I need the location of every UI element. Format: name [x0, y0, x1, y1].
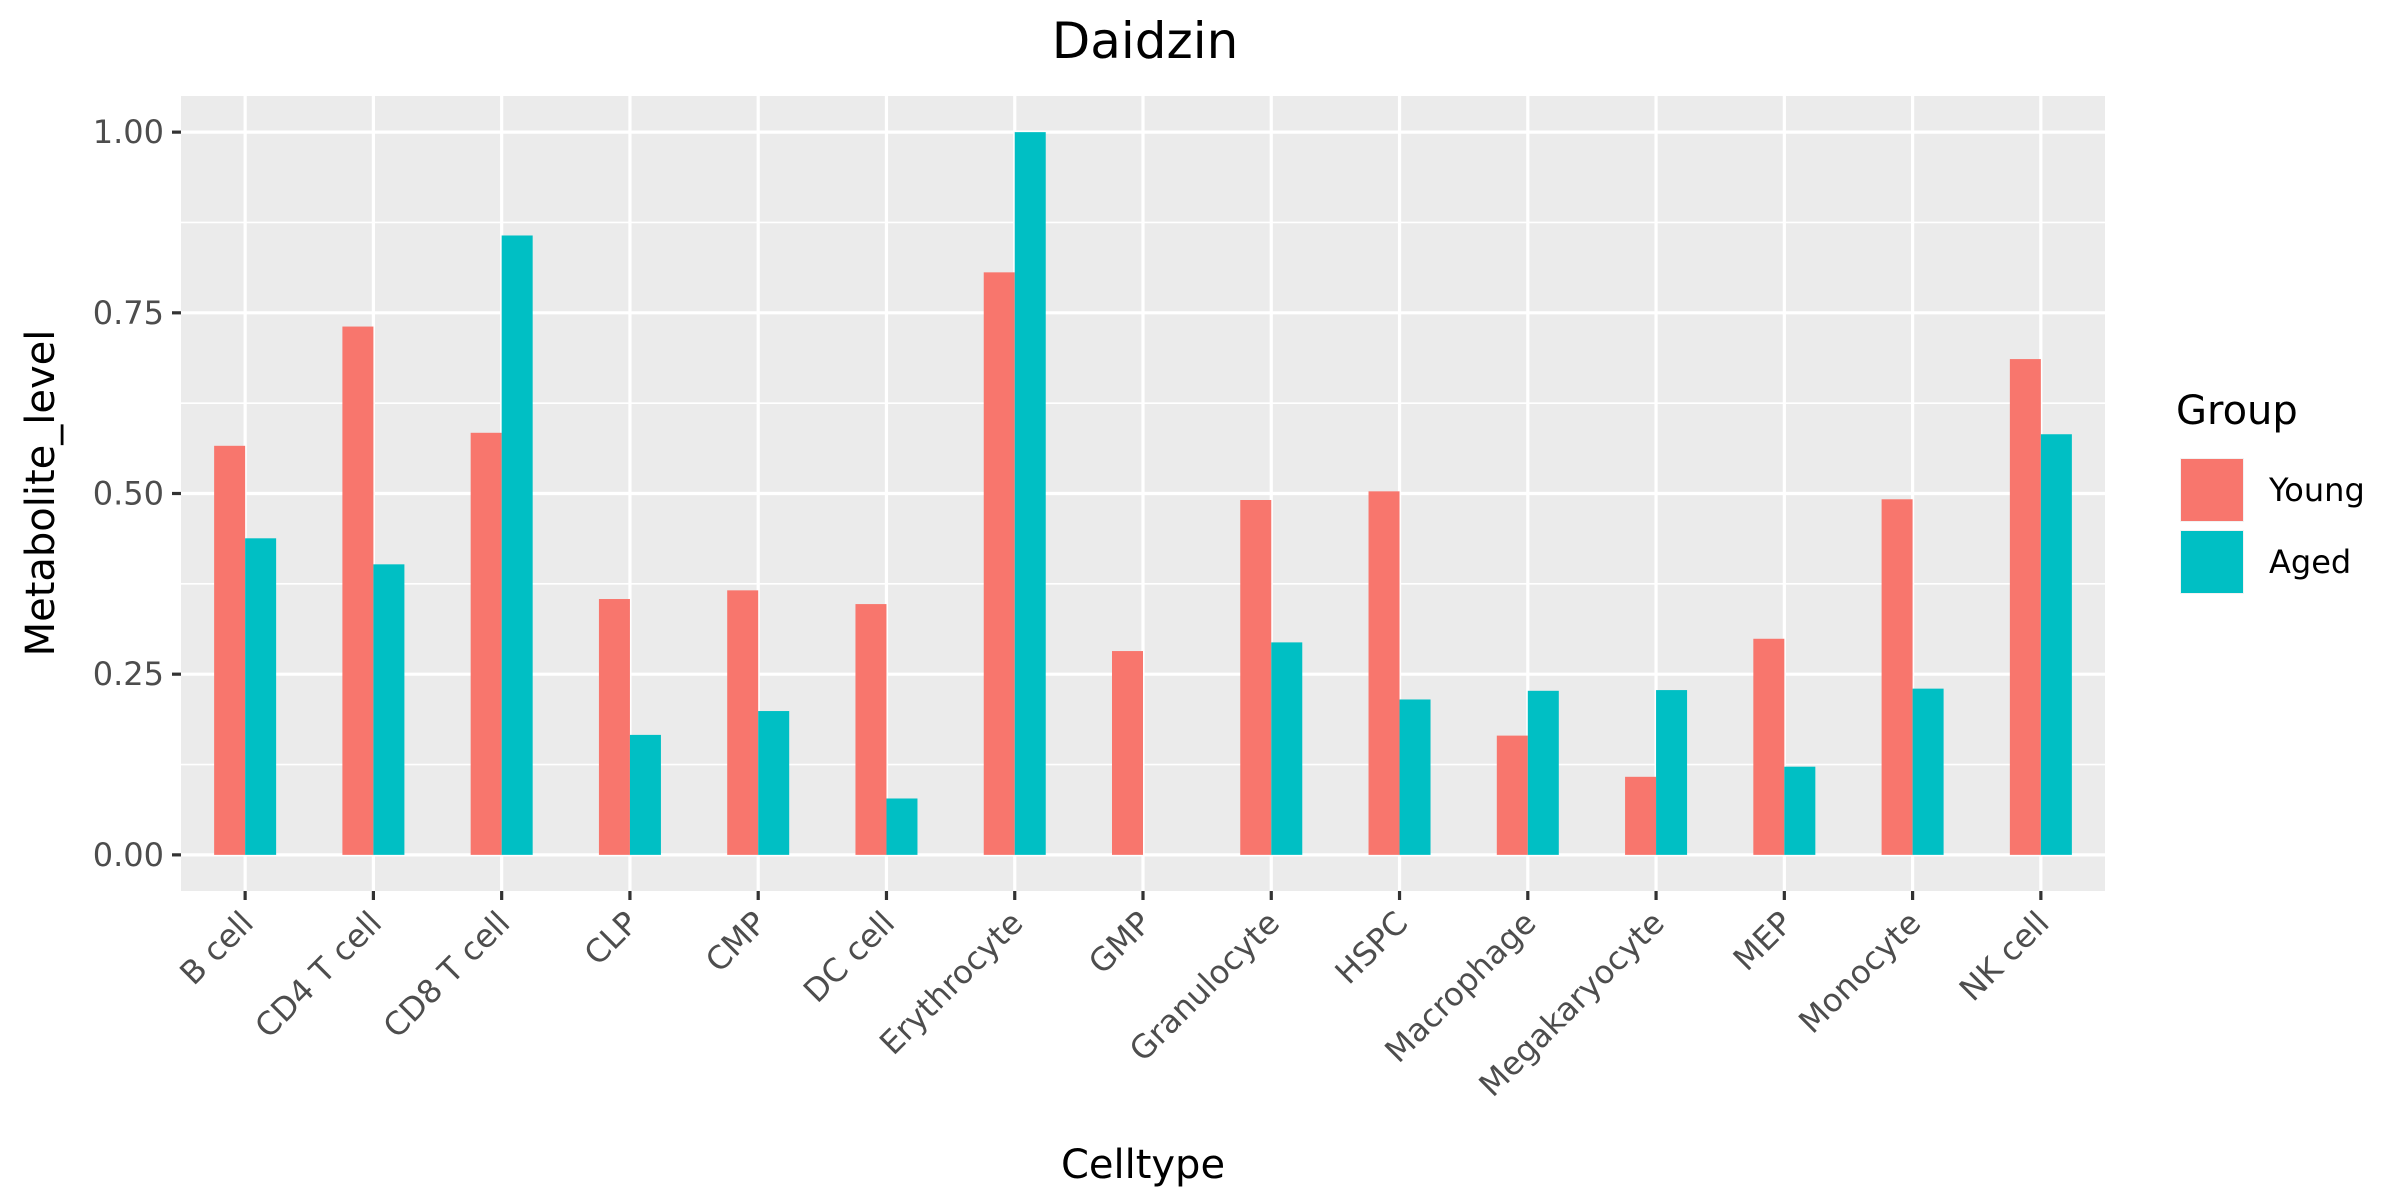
- legend-label: Aged: [2269, 543, 2351, 581]
- bar-aged: [1014, 132, 1046, 855]
- bar-young: [1881, 499, 1913, 855]
- x-tick-label: B cell: [172, 904, 261, 993]
- bar-aged: [1271, 642, 1303, 855]
- x-axis-title: Celltype: [1061, 1142, 1225, 1188]
- bar-aged: [1656, 690, 1688, 855]
- legend-key: [2181, 531, 2243, 593]
- bar-aged: [886, 798, 918, 855]
- y-tick-label: 0.25: [93, 655, 164, 693]
- legend: Group Young Aged: [2176, 388, 2365, 594]
- legend-key: [2181, 459, 2243, 521]
- bar-young: [1368, 491, 1400, 855]
- y-tick-label: 1.00: [93, 113, 164, 151]
- x-tick-label: CLP: [577, 904, 646, 973]
- bar-aged: [373, 564, 405, 855]
- bar-aged: [1527, 690, 1559, 855]
- bar-young: [1625, 776, 1657, 855]
- x-tick-label: HSPC: [1327, 904, 1415, 992]
- bar-aged: [501, 235, 533, 855]
- bar-aged: [629, 734, 661, 855]
- bar-young: [1112, 651, 1143, 855]
- bar-young: [598, 599, 630, 855]
- bar-aged: [2040, 434, 2072, 855]
- x-tick-label: CD8 T cell: [376, 904, 518, 1046]
- bar-young: [1753, 638, 1785, 855]
- x-tick-label: DC cell: [796, 904, 902, 1010]
- x-tick-label: CMP: [698, 904, 774, 980]
- x-tick-label: GMP: [1081, 904, 1159, 982]
- legend-title: Group: [2176, 388, 2298, 434]
- chart-title: Daidzin: [1052, 12, 1239, 70]
- y-tick-label: 0.50: [93, 475, 164, 513]
- x-tick-label: Monocyte: [1791, 904, 1928, 1041]
- bar-young: [855, 604, 887, 855]
- bar-young: [983, 272, 1015, 855]
- bar-young: [470, 432, 502, 855]
- bar-young: [2009, 359, 2041, 855]
- x-tick-label: MEP: [1726, 904, 1800, 978]
- y-tick-label: 0.00: [93, 836, 164, 874]
- bar-aged: [758, 711, 790, 855]
- bar-young: [214, 445, 246, 855]
- bar-young: [342, 326, 374, 855]
- x-tick-label: CD4 T cell: [247, 904, 389, 1046]
- legend-label: Young: [2268, 471, 2365, 509]
- y-tick-label: 0.75: [93, 294, 164, 332]
- bar-young: [1496, 735, 1528, 855]
- bar-aged: [245, 538, 277, 855]
- bar-young: [727, 590, 759, 855]
- bars: [214, 132, 2072, 855]
- y-axis-title: Metabolite_level: [18, 330, 64, 657]
- bar-aged: [1784, 766, 1816, 855]
- bar-aged: [1912, 688, 1944, 855]
- y-axis: 0.00 0.25 0.50 0.75 1.00: [93, 113, 181, 874]
- bar-young: [1240, 500, 1272, 855]
- x-tick-label: NK cell: [1952, 904, 2057, 1009]
- bar-aged: [1399, 699, 1431, 855]
